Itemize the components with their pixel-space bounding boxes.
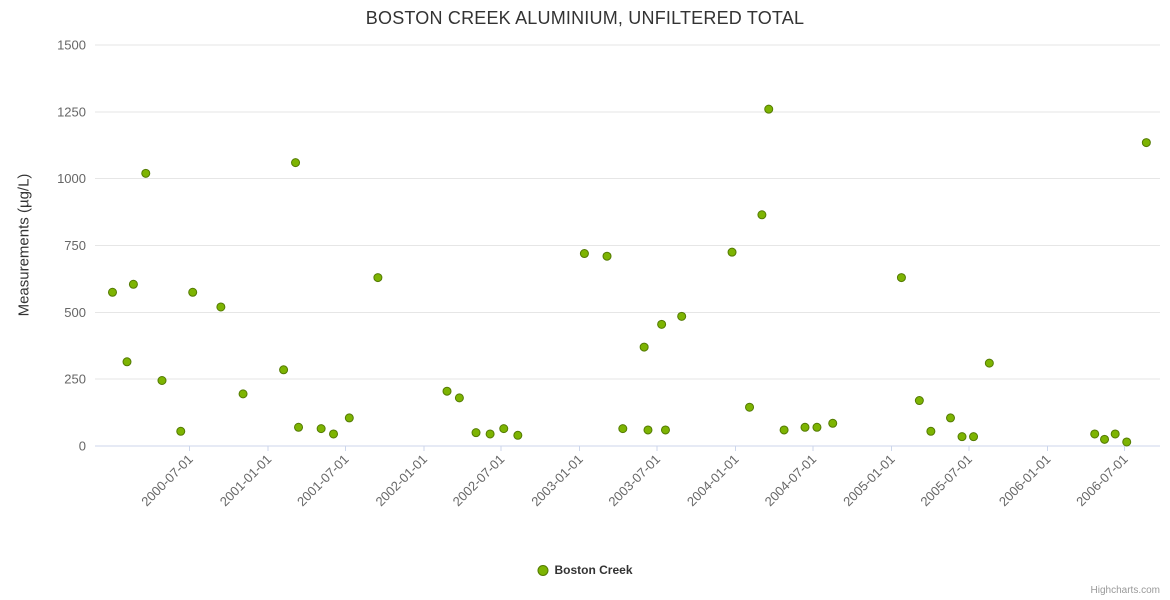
x-tick-label: 2003-07-01 bbox=[605, 452, 663, 510]
data-point[interactable] bbox=[471, 428, 481, 438]
data-point[interactable] bbox=[128, 279, 138, 289]
y-tick-label: 750 bbox=[64, 238, 86, 253]
data-point[interactable] bbox=[957, 432, 967, 442]
data-point[interactable] bbox=[764, 104, 774, 114]
data-point[interactable] bbox=[188, 287, 198, 297]
data-point[interactable] bbox=[157, 376, 167, 386]
data-point[interactable] bbox=[812, 422, 822, 432]
data-point[interactable] bbox=[291, 158, 301, 168]
data-point[interactable] bbox=[499, 424, 509, 434]
credits-link[interactable]: Highcharts.com bbox=[1090, 585, 1160, 596]
x-tick-label: 2005-01-01 bbox=[840, 452, 898, 510]
data-point[interactable] bbox=[1141, 138, 1151, 148]
data-point[interactable] bbox=[757, 210, 767, 220]
data-point[interactable] bbox=[1090, 429, 1100, 439]
data-point[interactable] bbox=[926, 426, 936, 436]
data-point[interactable] bbox=[643, 425, 653, 435]
data-point[interactable] bbox=[579, 249, 589, 259]
data-point[interactable] bbox=[454, 393, 464, 403]
legend-marker-icon bbox=[537, 564, 549, 576]
data-point[interactable] bbox=[107, 287, 117, 297]
data-point[interactable] bbox=[657, 319, 667, 329]
data-point[interactable] bbox=[602, 251, 612, 261]
data-point[interactable] bbox=[316, 424, 326, 434]
data-point[interactable] bbox=[373, 273, 383, 283]
y-tick-label: 0 bbox=[79, 439, 86, 454]
data-point[interactable] bbox=[513, 430, 523, 440]
y-tick-label: 500 bbox=[64, 305, 86, 320]
data-point[interactable] bbox=[969, 432, 979, 442]
y-tick-label: 1000 bbox=[57, 171, 86, 186]
data-point[interactable] bbox=[618, 424, 628, 434]
data-point[interactable] bbox=[279, 365, 289, 375]
y-tick-label: 1500 bbox=[57, 38, 86, 53]
x-tick-label: 2000-07-01 bbox=[138, 452, 196, 510]
x-tick-label: 2003-01-01 bbox=[528, 452, 586, 510]
data-point[interactable] bbox=[745, 402, 755, 412]
data-point[interactable] bbox=[141, 168, 151, 178]
x-tick-label: 2001-07-01 bbox=[294, 452, 352, 510]
data-point[interactable] bbox=[984, 358, 994, 368]
x-tick-label: 2005-07-01 bbox=[917, 452, 975, 510]
data-point[interactable] bbox=[660, 425, 670, 435]
data-point[interactable] bbox=[485, 429, 495, 439]
data-point[interactable] bbox=[216, 302, 226, 312]
data-point[interactable] bbox=[779, 425, 789, 435]
data-point[interactable] bbox=[294, 422, 304, 432]
data-point[interactable] bbox=[238, 389, 248, 399]
data-point[interactable] bbox=[176, 426, 186, 436]
x-tick-label: 2006-07-01 bbox=[1073, 452, 1131, 510]
data-point[interactable] bbox=[677, 311, 687, 321]
data-point[interactable] bbox=[639, 342, 649, 352]
data-point[interactable] bbox=[122, 357, 132, 367]
data-point[interactable] bbox=[896, 273, 906, 283]
x-tick-label: 2006-01-01 bbox=[996, 452, 1054, 510]
x-tick-label: 2001-01-01 bbox=[217, 452, 275, 510]
x-tick-label: 2002-01-01 bbox=[372, 452, 430, 510]
x-tick-label: 2004-07-01 bbox=[762, 452, 820, 510]
legend-item-boston-creek[interactable]: Boston Creek bbox=[537, 563, 633, 577]
data-point[interactable] bbox=[1100, 434, 1110, 444]
data-point[interactable] bbox=[800, 422, 810, 432]
data-point[interactable] bbox=[945, 413, 955, 423]
chart-title: BOSTON CREEK ALUMINIUM, UNFILTERED TOTAL bbox=[365, 8, 805, 28]
data-point[interactable] bbox=[914, 396, 924, 406]
data-point[interactable] bbox=[727, 247, 737, 257]
y-tick-label: 250 bbox=[64, 372, 86, 387]
data-point[interactable] bbox=[442, 386, 452, 396]
data-point[interactable] bbox=[1110, 429, 1120, 439]
x-tick-label: 2002-07-01 bbox=[450, 452, 508, 510]
y-tick-label: 1250 bbox=[57, 104, 86, 119]
data-point[interactable] bbox=[329, 429, 339, 439]
x-tick-label: 2004-01-01 bbox=[684, 452, 742, 510]
legend-series-label: Boston Creek bbox=[554, 563, 633, 577]
data-point[interactable] bbox=[828, 418, 838, 428]
data-point[interactable] bbox=[1122, 437, 1132, 447]
data-point[interactable] bbox=[344, 413, 354, 423]
